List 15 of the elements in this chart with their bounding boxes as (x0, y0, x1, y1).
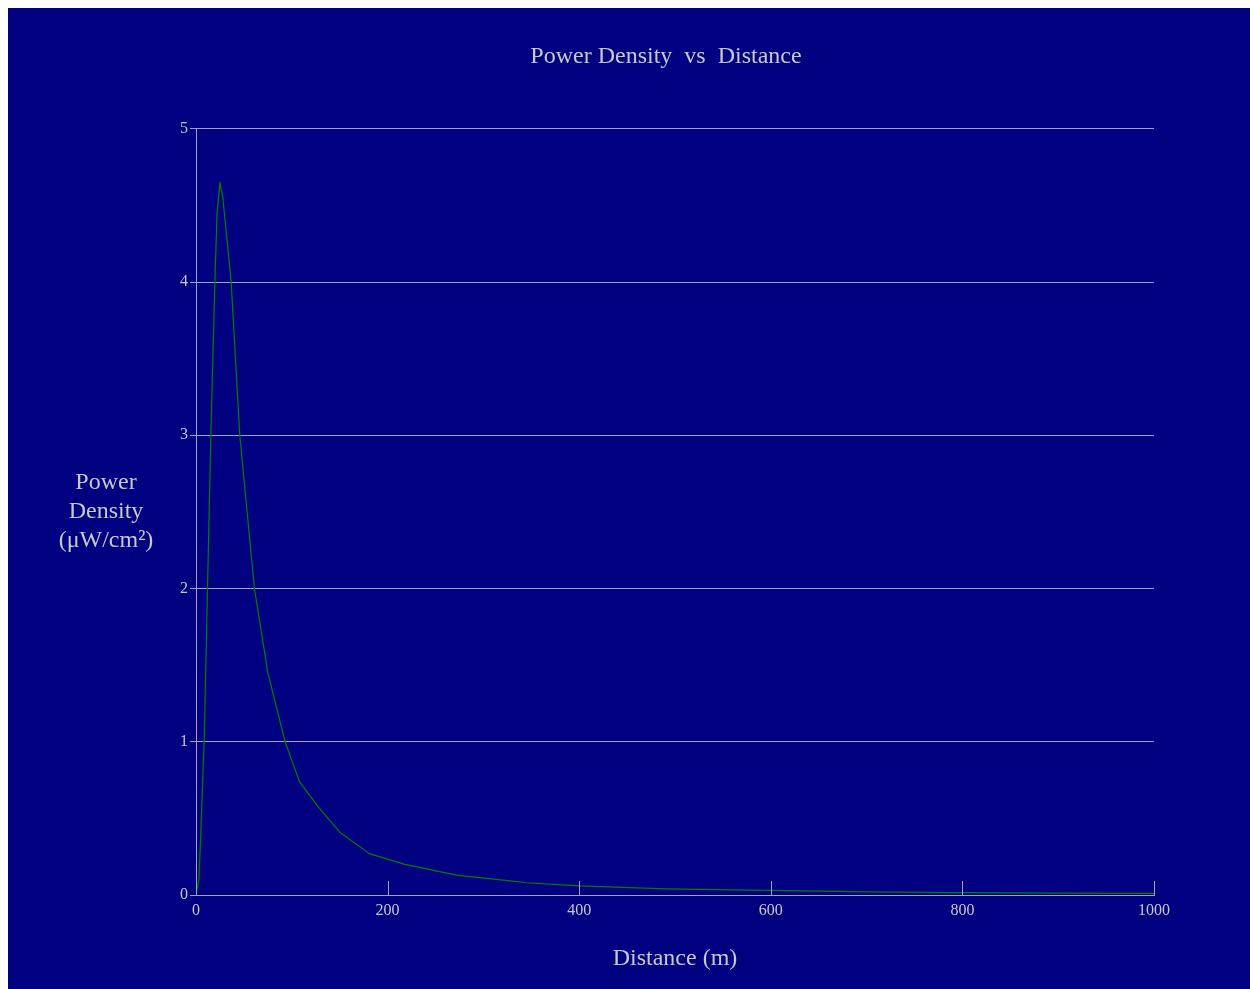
y-tick-label: 1 (180, 731, 188, 749)
y-tick-label: 5 (180, 119, 188, 136)
y-tick-label: 3 (180, 425, 188, 443)
y-tick-label: 4 (180, 272, 188, 290)
x-axis-title: Distance (m) (612, 943, 738, 970)
y-tick-label: 2 (180, 578, 188, 596)
x-tick-label: 800 (950, 900, 975, 918)
x-tick-label: 200 (375, 900, 400, 918)
x-tick-label: 1000 (1138, 900, 1170, 918)
x-tick-label: 600 (758, 900, 783, 918)
chart-title: Power Density vs Distance (530, 41, 802, 68)
x-tick-label: 400 (567, 900, 592, 918)
y-tick-label: 0 (180, 885, 188, 903)
y-axis-title: Power Density (μW/cm²) (58, 468, 154, 553)
x-tick-label: 0 (192, 900, 200, 918)
